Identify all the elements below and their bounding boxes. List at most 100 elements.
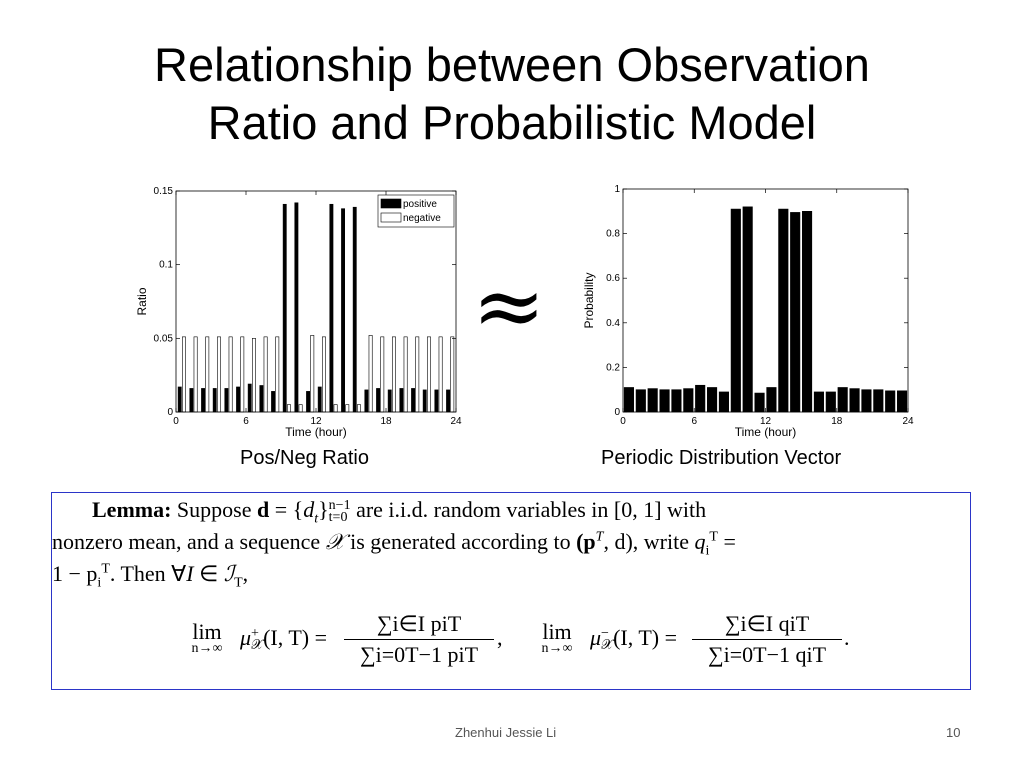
bar-negative-12 (322, 336, 326, 413)
bar-negative-20 (415, 336, 420, 413)
bar-negative-0 (181, 336, 186, 413)
bar-positive-8 (271, 391, 276, 413)
y-tick-label: 0.8 (606, 229, 620, 240)
bar-positive-13 (329, 203, 334, 413)
bar-negative-4 (228, 336, 233, 413)
bar-negative-7 (263, 336, 268, 413)
title-line-1: Relationship between Observation (154, 38, 870, 91)
bar-series-20 (861, 389, 872, 413)
bar-series-6 (695, 384, 706, 413)
y-tick-label: 0 (614, 407, 620, 418)
periodic-distribution-chart: 0 6 12 18 24 0 0.2 0.4 0.6 0.8 1 Time (hour) Probabi… (582, 184, 914, 439)
x-tick-label: 6 (243, 416, 249, 427)
bar-positive-20 (411, 388, 415, 413)
bar-series-0 (623, 387, 634, 413)
bar-positive-22 (434, 389, 439, 413)
x-tick-label: 6 (691, 416, 697, 427)
bar-positive-2 (201, 388, 206, 413)
slide-title: Relationship between Observation Ratio a… (0, 36, 1024, 152)
bar-positive-6 (247, 383, 252, 413)
bar-series-17 (825, 391, 836, 413)
x-tick-label: 0 (620, 416, 626, 427)
bar-series-19 (849, 388, 860, 413)
bar-negative-23 (450, 336, 455, 413)
y-tick-label: 0.2 (606, 362, 620, 373)
x-tick-label: 24 (450, 416, 462, 427)
lemma-line-3: 1 − piT. Then ∀I ∈ ℐT, (52, 561, 249, 591)
bar-positive-15 (352, 206, 357, 413)
bar-positive-11 (306, 391, 311, 413)
bar-series-22 (885, 390, 896, 413)
y-axis-label: Probability (582, 272, 596, 328)
bar-negative-19 (403, 336, 408, 413)
bar-series-12 (766, 387, 777, 413)
bar-negative-5 (240, 336, 245, 413)
footer-author: Zhenhui Jessie Li (455, 725, 557, 740)
y-tick-label: 0.4 (606, 318, 620, 329)
x-tick-label: 0 (173, 416, 179, 427)
bar-series-4 (671, 389, 682, 413)
y-tick-label: 0.05 (154, 333, 174, 344)
y-tick-label: 0.6 (606, 273, 620, 284)
bar-positive-23 (446, 389, 450, 413)
y-tick-label: 1 (614, 184, 620, 195)
bar-negative-3 (217, 336, 221, 413)
bar-negative-11 (310, 335, 315, 413)
lemma-label: Lemma: (92, 497, 172, 522)
bar-negative-18 (391, 336, 396, 413)
bar-positive-21 (422, 389, 427, 413)
bar-series-2 (647, 388, 658, 413)
lim-minus: lim n→∞ (541, 619, 573, 656)
x-tick-label: 24 (902, 416, 914, 427)
bar-negative-9 (287, 404, 291, 413)
bar-series-11 (754, 392, 765, 413)
bar-negative-14 (345, 404, 350, 413)
x-axis-label: Time (hour) (735, 425, 797, 439)
bar-negative-8 (275, 336, 280, 413)
bar-negative-16 (368, 335, 373, 413)
page-number: 10 (946, 725, 961, 740)
bar-series-14 (790, 212, 801, 413)
bar-positive-19 (399, 388, 404, 413)
fraction-minus: ∑i∈I qiT ∑i=0T−1 qiT (692, 611, 842, 668)
bar-negative-13 (333, 404, 338, 413)
legend-swatch-positive (380, 198, 402, 209)
bar-series-5 (683, 388, 694, 413)
x-tick-label: 18 (380, 416, 392, 427)
bar-series-10 (742, 206, 753, 413)
legend-label-positive: positive (403, 199, 437, 210)
x-tick-label: 12 (310, 416, 322, 427)
pos-neg-ratio-chart: 0 6 12 18 24 0 0.05 0.1 0.15 Time (hour) Ratio posi… (135, 186, 462, 439)
bar-negative-10 (298, 404, 303, 413)
bar-series-3 (659, 389, 670, 413)
bar-positive-4 (224, 388, 229, 413)
legend-swatch-negative (380, 212, 402, 223)
bar-series-16 (813, 391, 824, 413)
bar-positive-1 (189, 388, 194, 413)
bar-positive-18 (387, 389, 392, 413)
lemma-line-2: nonzero mean, and a sequence 𝒳 is genera… (52, 529, 736, 559)
bar-negative-21 (426, 336, 431, 413)
bar-positive-16 (364, 389, 369, 413)
bar-positive-0 (177, 386, 182, 413)
y-axis-label: Ratio (135, 287, 149, 315)
lemma-box: Lemma: Suppose d = {dt} n−1 t=0 are i.i.d.… (51, 492, 971, 690)
lim-plus: lim n→∞ (191, 619, 223, 656)
mu-minus: μ − 𝒳 (I, T) = (590, 625, 678, 653)
bar-series-15 (802, 210, 813, 413)
approx-symbol: ≈ (472, 254, 546, 357)
bar-negative-22 (438, 336, 443, 413)
plot-frame (622, 188, 909, 413)
bar-series-9 (730, 208, 741, 413)
x-tick-label: 12 (760, 416, 772, 427)
bar-series-1 (635, 389, 646, 413)
bar-negative-2 (205, 336, 210, 413)
fraction-plus: ∑i∈I piT ∑i=0T−1 piT (344, 611, 494, 668)
right-chart-caption: Periodic Distribution Vector (601, 447, 842, 469)
x-axis-label: Time (hour) (285, 425, 347, 439)
bar-negative-6 (252, 338, 256, 413)
left-chart-caption: Pos/Neg Ratio (240, 447, 369, 469)
bar-positive-14 (341, 208, 346, 413)
bar-positive-9 (282, 203, 287, 413)
bar-positive-5 (236, 386, 241, 413)
